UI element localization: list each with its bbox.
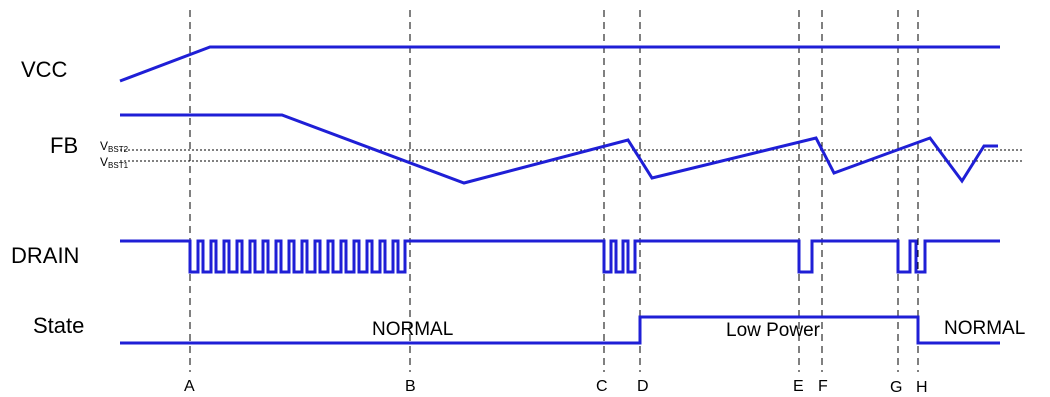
fb-label: FB	[50, 133, 78, 158]
drain-waveform	[120, 239, 1000, 274]
marker-lines	[189, 10, 919, 372]
marker-label-g: G	[890, 379, 902, 396]
marker-label-e: E	[793, 378, 804, 395]
state-waveform	[120, 315, 1000, 345]
state-normal-label-1: NORMAL	[372, 319, 453, 340]
vbst2-label: VBST2	[100, 139, 129, 154]
state-low-power-label: Low Power	[726, 320, 821, 341]
vcc-label: VCC	[21, 57, 68, 82]
marker-label-c: C	[596, 378, 608, 395]
marker-label-h: H	[916, 379, 928, 396]
drain-label: DRAIN	[11, 243, 79, 268]
state-label: State	[33, 313, 84, 338]
state-normal-label-2: NORMAL	[944, 318, 1025, 339]
marker-label-b: B	[405, 378, 416, 395]
marker-label-d: D	[637, 378, 649, 395]
vbst1-label: VBST1	[100, 155, 129, 170]
marker-label-a: A	[184, 378, 195, 395]
marker-label-f: F	[818, 378, 828, 395]
fb-waveform	[120, 113, 998, 185]
vcc-waveform	[119, 45, 1000, 83]
